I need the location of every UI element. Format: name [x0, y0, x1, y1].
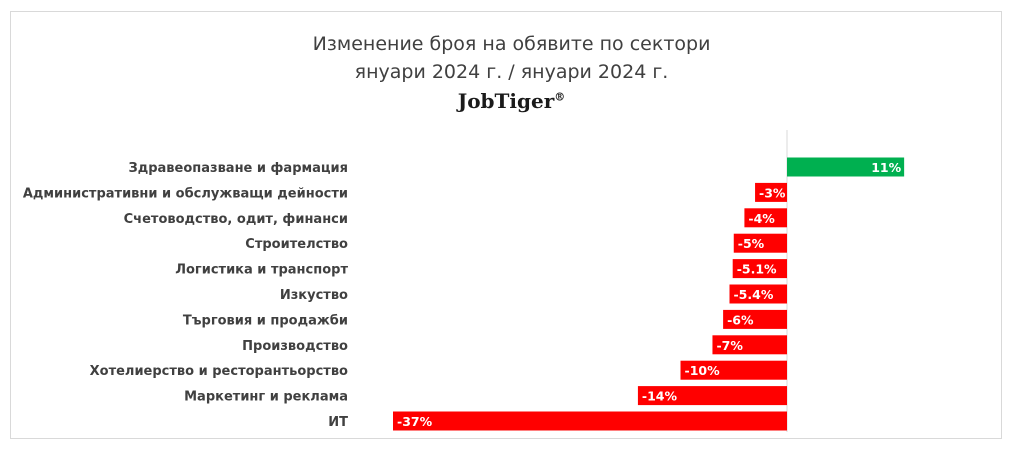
- category-label: Търговия и продажби: [183, 313, 348, 328]
- category-label: Здравеопазване и фармация: [128, 161, 348, 176]
- brand-name: JobTiger: [457, 89, 555, 113]
- brand-registered-mark: ®: [554, 90, 566, 104]
- bar: [393, 411, 787, 431]
- data-label: -10%: [685, 363, 721, 378]
- data-label: -3%: [759, 185, 786, 200]
- data-label: -5.1%: [737, 262, 777, 277]
- chart-title-line-1: Изменение броя на обявите по сектори: [312, 33, 711, 55]
- data-label: -7%: [716, 338, 743, 353]
- chart-title-line-2: януари 2024 г. / януари 2024 г.: [354, 61, 669, 83]
- category-label: Строителство: [245, 237, 348, 252]
- category-label: Административни и обслужващи дейности: [23, 186, 348, 201]
- data-label: -14%: [642, 389, 678, 404]
- brand-logo: JobTiger®: [0, 89, 1023, 113]
- bar: [755, 182, 787, 202]
- bar: [729, 284, 787, 304]
- bar: [680, 360, 787, 380]
- category-label: Логистика и транспорт: [175, 263, 348, 278]
- category-label: Счетоводство, одит, финанси: [124, 212, 348, 227]
- data-label: -5%: [738, 236, 765, 251]
- category-label: Производство: [242, 339, 348, 354]
- category-label: ИТ: [328, 415, 348, 430]
- data-label: -6%: [727, 312, 754, 327]
- bar: [723, 309, 787, 329]
- bar: [712, 335, 787, 355]
- chart-frame: [10, 11, 1002, 439]
- bar: [744, 208, 787, 228]
- category-label: Хотелиерство и ресторантьорство: [90, 364, 348, 379]
- bar: [787, 157, 905, 177]
- data-label: -4%: [748, 211, 775, 226]
- data-label: -37%: [397, 414, 433, 429]
- data-label: 11%: [871, 160, 901, 175]
- category-label: Изкуство: [280, 288, 348, 303]
- bar: [732, 259, 787, 279]
- bar: [733, 233, 787, 253]
- bar: [637, 386, 787, 406]
- category-label: Маркетинг и реклама: [184, 390, 348, 405]
- data-label: -5.4%: [733, 287, 773, 302]
